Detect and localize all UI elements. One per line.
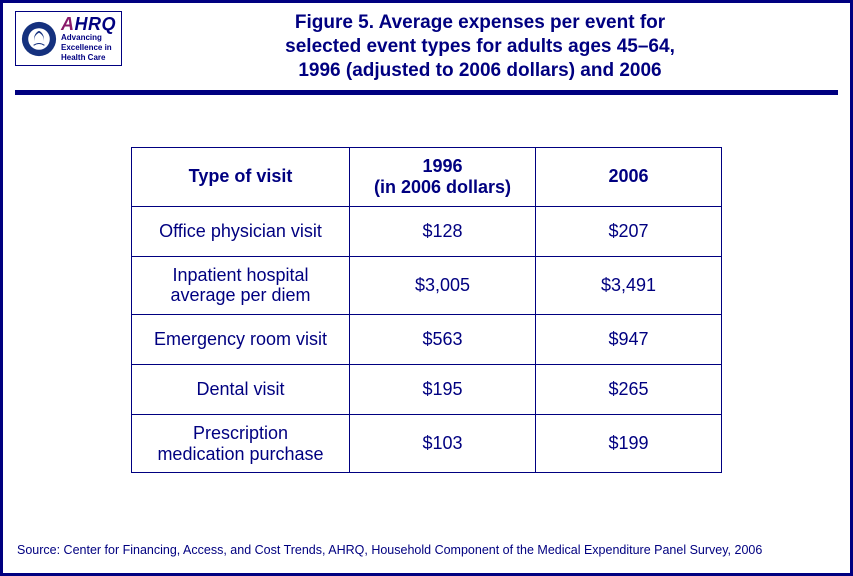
ahrq-acronym: AHRQ xyxy=(61,15,116,33)
ahrq-tagline-3: Health Care xyxy=(61,54,116,63)
row-2006: $207 xyxy=(536,206,722,256)
row-1996: $3,005 xyxy=(350,256,536,314)
figure-title: Figure 5. Average expenses per event for… xyxy=(122,11,838,82)
col-header-1996: 1996 (in 2006 dollars) xyxy=(350,148,536,206)
figure-frame: AHRQ Advancing Excellence in Health Care… xyxy=(0,0,853,576)
col-header-type: Type of visit xyxy=(132,148,350,206)
row-1996: $563 xyxy=(350,315,536,365)
row-label: Inpatient hospital average per diem xyxy=(132,256,350,314)
row-2006: $199 xyxy=(536,415,722,473)
table-row: Office physician visit $128 $207 xyxy=(132,206,722,256)
row-label: Prescription medication purchase xyxy=(132,415,350,473)
ahrq-text-block: AHRQ Advancing Excellence in Health Care xyxy=(61,15,116,62)
row-1996: $128 xyxy=(350,206,536,256)
ahrq-tagline-1: Advancing xyxy=(61,34,116,43)
table-header-row: Type of visit 1996 (in 2006 dollars) 200… xyxy=(132,148,722,206)
row-2006: $3,491 xyxy=(536,256,722,314)
col-header-2006: 2006 xyxy=(536,148,722,206)
row-1996: $103 xyxy=(350,415,536,473)
table-row: Emergency room visit $563 $947 xyxy=(132,315,722,365)
source-citation: Source: Center for Financing, Access, an… xyxy=(17,543,762,557)
row-label: Dental visit xyxy=(132,365,350,415)
table-container: Type of visit 1996 (in 2006 dollars) 200… xyxy=(3,147,850,473)
table-row: Prescription medication purchase $103 $1… xyxy=(132,415,722,473)
row-1996: $195 xyxy=(350,365,536,415)
table-row: Inpatient hospital average per diem $3,0… xyxy=(132,256,722,314)
title-line-1: Figure 5. Average expenses per event for xyxy=(132,11,828,35)
row-label: Office physician visit xyxy=(132,206,350,256)
row-2006: $947 xyxy=(536,315,722,365)
ahrq-logo: AHRQ Advancing Excellence in Health Care xyxy=(15,11,122,66)
row-2006: $265 xyxy=(536,365,722,415)
row-label: Emergency room visit xyxy=(132,315,350,365)
expenses-table: Type of visit 1996 (in 2006 dollars) 200… xyxy=(131,147,722,473)
table-row: Dental visit $195 $265 xyxy=(132,365,722,415)
title-line-3: 1996 (adjusted to 2006 dollars) and 2006 xyxy=(132,59,828,83)
ahrq-tagline-2: Excellence in xyxy=(61,44,116,53)
header: AHRQ Advancing Excellence in Health Care… xyxy=(3,3,850,88)
title-line-2: selected event types for adults ages 45–… xyxy=(132,35,828,59)
divider-bar xyxy=(15,90,838,95)
hhs-seal-icon xyxy=(21,21,57,57)
